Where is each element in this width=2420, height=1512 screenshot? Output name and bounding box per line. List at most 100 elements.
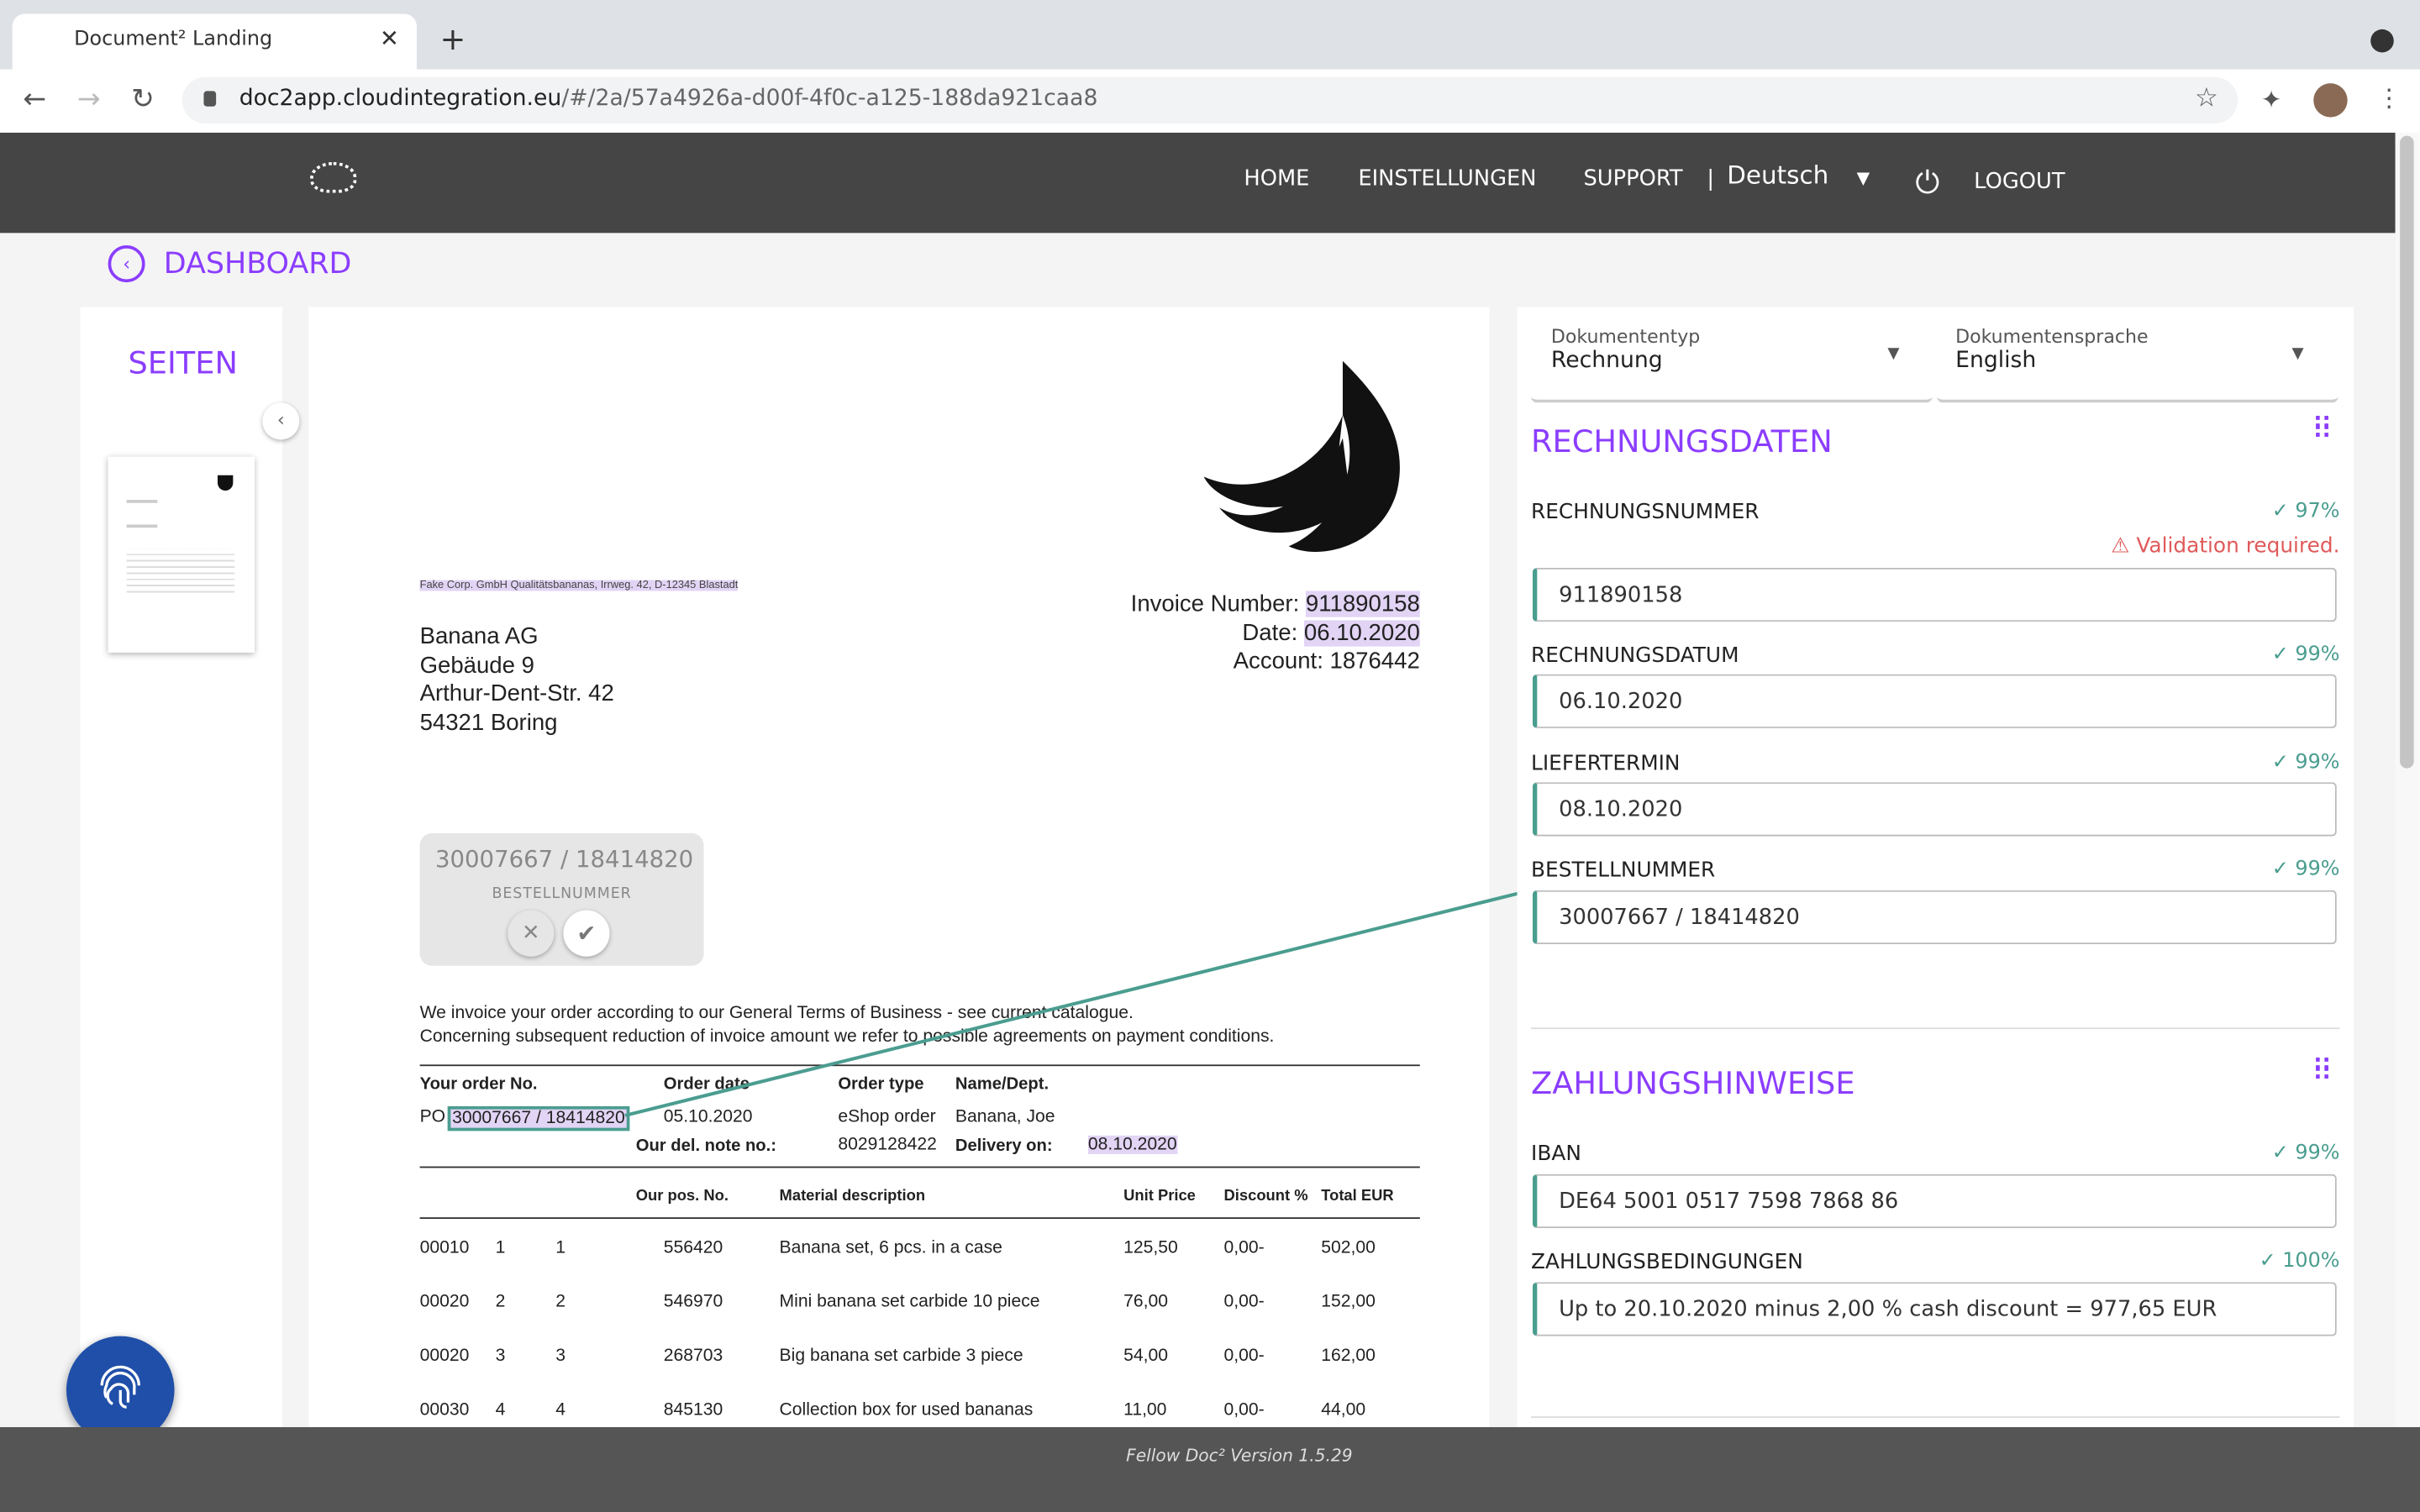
invoice-number-value[interactable]: 911890158 xyxy=(1305,591,1420,617)
sender-line-text: Fake Corp. GmbH Qualitätsbananas, Irrweg… xyxy=(419,580,739,591)
page-thumbnail[interactable] xyxy=(108,456,255,653)
confidence-value: 97% xyxy=(2295,500,2340,523)
url: doc2app.cloudintegration.eu/#/2a/57a4926… xyxy=(239,87,1098,111)
intro-line: Concerning subsequent reduction of invoi… xyxy=(419,1026,1275,1046)
logo-icon[interactable] xyxy=(310,161,357,193)
document-viewer: Fake Corp. GmbH Qualitätsbananas, Irrweg… xyxy=(308,307,1490,1427)
drag-handle-icon[interactable]: :::: xyxy=(2313,1050,2331,1085)
confidence: ✓ 99% xyxy=(2272,643,2340,667)
section-title: ZAHLUNGSHINWEISE xyxy=(1531,1064,1855,1102)
item-cell-c2: 1 xyxy=(495,1238,506,1257)
drag-handle-icon[interactable]: :::: xyxy=(2313,408,2331,444)
nav-einstellungen[interactable]: EINSTELLUNGEN xyxy=(1358,166,1537,192)
popup-label: BESTELLNUMMER xyxy=(492,885,632,903)
language-select[interactable]: Deutsch xyxy=(1727,160,1829,190)
invoice-number-label: Invoice Number: xyxy=(1130,591,1300,617)
item-cell-total: 162,00 xyxy=(1321,1347,1376,1366)
item-cell-c3: 3 xyxy=(555,1347,566,1366)
back-icon[interactable]: ← xyxy=(23,83,47,116)
logout-button[interactable]: LOGOUT xyxy=(1974,170,2065,195)
extraction-popup: 30007667 / 18414820 BESTELLNUMMER ✕ ✔ xyxy=(419,832,704,966)
doc-type-select[interactable] xyxy=(1531,317,1933,403)
field-input[interactable]: 911890158 xyxy=(1532,567,2337,622)
field-input[interactable]: DE64 5001 0517 7598 7868 86 xyxy=(1532,1173,2337,1229)
order-name: Banana, Joe xyxy=(955,1107,1055,1126)
forward-icon[interactable]: → xyxy=(76,83,101,116)
field-input[interactable]: 30007667 / 18414820 xyxy=(1532,890,2337,945)
address-bar[interactable] xyxy=(182,76,2238,123)
date-label: Date: xyxy=(1242,619,1298,647)
fingerprint-button[interactable] xyxy=(66,1336,175,1445)
section-divider xyxy=(1531,1027,2340,1030)
bookmark-star-icon[interactable]: ☆ xyxy=(2194,83,2218,114)
reject-button[interactable]: ✕ xyxy=(508,910,555,957)
chevron-down-icon[interactable]: ▼ xyxy=(1887,345,1900,363)
avatar[interactable] xyxy=(2313,83,2348,118)
item-cell-c2: 2 xyxy=(495,1293,506,1312)
item-cell-disc: 0,00- xyxy=(1223,1293,1265,1312)
field-input[interactable]: 08.10.2020 xyxy=(1532,782,2337,837)
lock-icon xyxy=(203,91,217,107)
delivery-date[interactable]: 08.10.2020 xyxy=(1087,1135,1177,1154)
item-cell-pos: 845130 xyxy=(663,1400,723,1420)
extensions-icon[interactable]: ✦ xyxy=(2260,85,2282,114)
scrollbar-thumb[interactable] xyxy=(2400,135,2414,769)
address-line: 54321 Boring xyxy=(419,710,558,737)
section-divider xyxy=(1531,1416,2340,1418)
chevron-down-icon[interactable]: ▼ xyxy=(1856,168,1870,189)
pages-title: SEITEN xyxy=(128,344,238,381)
browser-tab[interactable] xyxy=(12,13,417,70)
intro-line: We invoice your order according to our G… xyxy=(419,1004,1134,1023)
item-cell-c2: 3 xyxy=(495,1347,506,1366)
item-cell-price: 54,00 xyxy=(1123,1347,1169,1366)
del-note-label: Our del. note no.: xyxy=(635,1137,776,1156)
accept-button[interactable]: ✔ xyxy=(563,910,610,957)
del-note: 8029128422 xyxy=(838,1135,937,1154)
nav-support[interactable]: SUPPORT xyxy=(1583,166,1683,192)
order-prefix: PO xyxy=(419,1107,446,1126)
confidence-value: 99% xyxy=(2295,751,2340,775)
tab-search-icon[interactable] xyxy=(2370,29,2394,53)
item-cell-desc: Collection box for used bananas xyxy=(779,1400,1034,1420)
invoice-meta: Invoice Number: 911890158 Date: 06.10.20… xyxy=(1131,591,1420,677)
app-header xyxy=(0,132,2396,234)
confidence-value: 100% xyxy=(2282,1249,2340,1273)
field-label: ZAHLUNGSBEDINGUNGEN xyxy=(1531,1249,1803,1275)
doc-lang-select[interactable] xyxy=(1937,317,2338,403)
order-type: eShop order xyxy=(838,1107,936,1126)
item-cell-c1: 00020 xyxy=(419,1293,470,1312)
account: Account: 1876442 xyxy=(1233,648,1420,675)
confidence: ✓ 100% xyxy=(2260,1250,2340,1273)
close-tab-icon[interactable]: ✕ xyxy=(379,24,399,53)
item-cell-c1: 00020 xyxy=(419,1347,470,1366)
sender-line: Fake Corp. GmbH Qualitätsbananas, Irrweg… xyxy=(419,580,739,591)
browser-menu-icon[interactable]: ⋮ xyxy=(2376,83,2402,113)
confidence: ✓ 99% xyxy=(2272,858,2340,881)
item-cell-price: 125,50 xyxy=(1123,1238,1178,1257)
item-header: Our pos. No. xyxy=(635,1188,729,1205)
date-value[interactable]: 06.10.2020 xyxy=(1303,619,1420,647)
chevron-down-icon[interactable]: ▼ xyxy=(2291,345,2304,363)
item-cell-disc: 0,00- xyxy=(1223,1400,1265,1420)
field-label: RECHNUNGSDATUM xyxy=(1531,643,1739,669)
divider xyxy=(419,1064,1420,1067)
tab-title: Document² Landing xyxy=(74,28,273,51)
confidence: ✓ 97% xyxy=(2272,500,2340,523)
power-icon[interactable]: ⏻ xyxy=(1915,163,1940,201)
field-input[interactable]: Up to 20.10.2020 minus 2,00 % cash disco… xyxy=(1532,1282,2337,1336)
collapse-pages-button[interactable]: ‹ xyxy=(262,402,300,440)
nav-home[interactable]: HOME xyxy=(1244,166,1310,192)
order-number-highlight[interactable]: 30007667 / 18414820 xyxy=(447,1105,630,1131)
item-cell-c1: 00010 xyxy=(419,1238,470,1257)
item-cell-pos: 546970 xyxy=(663,1293,723,1312)
nav-divider: | xyxy=(1707,166,1715,192)
new-tab-icon[interactable]: + xyxy=(439,19,466,57)
reload-icon[interactable]: ↻ xyxy=(131,83,155,116)
order-date: 05.10.2020 xyxy=(663,1107,753,1126)
check-circle-icon: ✓ xyxy=(2271,643,2289,667)
back-circle-icon[interactable]: ‹ xyxy=(108,245,145,283)
delivery-label: Delivery on: xyxy=(955,1137,1053,1156)
dashboard-link[interactable]: DASHBOARD xyxy=(163,246,352,281)
intro-text: We invoice your order according to our G… xyxy=(420,1003,1275,1047)
field-input[interactable]: 06.10.2020 xyxy=(1532,674,2337,728)
